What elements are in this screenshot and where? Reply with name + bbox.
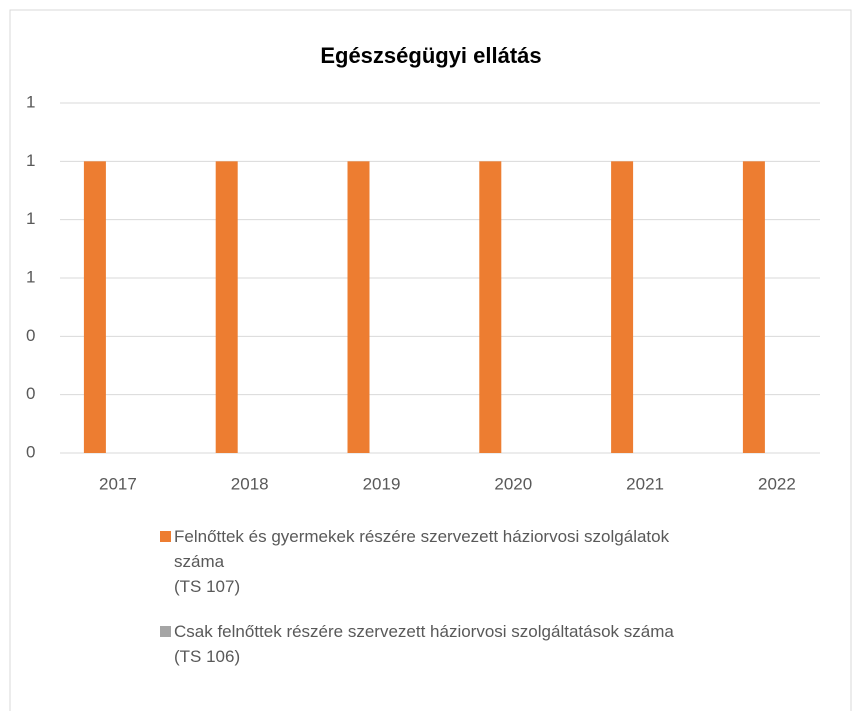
legend: Felnőttek és gyermekek részére szervezet…	[160, 524, 720, 689]
bar	[347, 161, 370, 454]
legend-item: Felnőttek és gyermekek részére szervezet…	[160, 524, 720, 599]
x-tick-label: 2022	[758, 474, 796, 493]
legend-swatch	[160, 626, 171, 637]
y-tick-label: 1	[26, 267, 35, 286]
y-tick-label: 1	[26, 92, 35, 111]
bar	[479, 161, 502, 454]
x-tick-label: 2019	[363, 474, 401, 493]
bar	[215, 161, 238, 454]
legend-item: Csak felnőttek részére szervezett házior…	[160, 619, 720, 669]
bar	[83, 161, 106, 454]
y-tick-label: 0	[26, 384, 35, 403]
legend-label: Csak felnőttek részére szervezett házior…	[174, 622, 674, 666]
x-tick-label: 2017	[99, 474, 137, 493]
y-tick-label: 1	[26, 209, 35, 228]
y-tick-label: 1	[26, 151, 35, 170]
bar	[611, 161, 634, 454]
bar	[742, 161, 765, 454]
x-tick-label: 2020	[494, 474, 532, 493]
y-tick-label: 0	[26, 442, 35, 461]
legend-swatch	[160, 531, 171, 542]
chart-frame	[9, 9, 852, 711]
y-tick-label: 0	[26, 326, 35, 345]
legend-label: Felnőttek és gyermekek részére szervezet…	[174, 527, 670, 596]
x-tick-label: 2018	[231, 474, 269, 493]
x-tick-label: 2021	[626, 474, 664, 493]
chart-title: Egészségügyi ellátás	[320, 43, 541, 68]
